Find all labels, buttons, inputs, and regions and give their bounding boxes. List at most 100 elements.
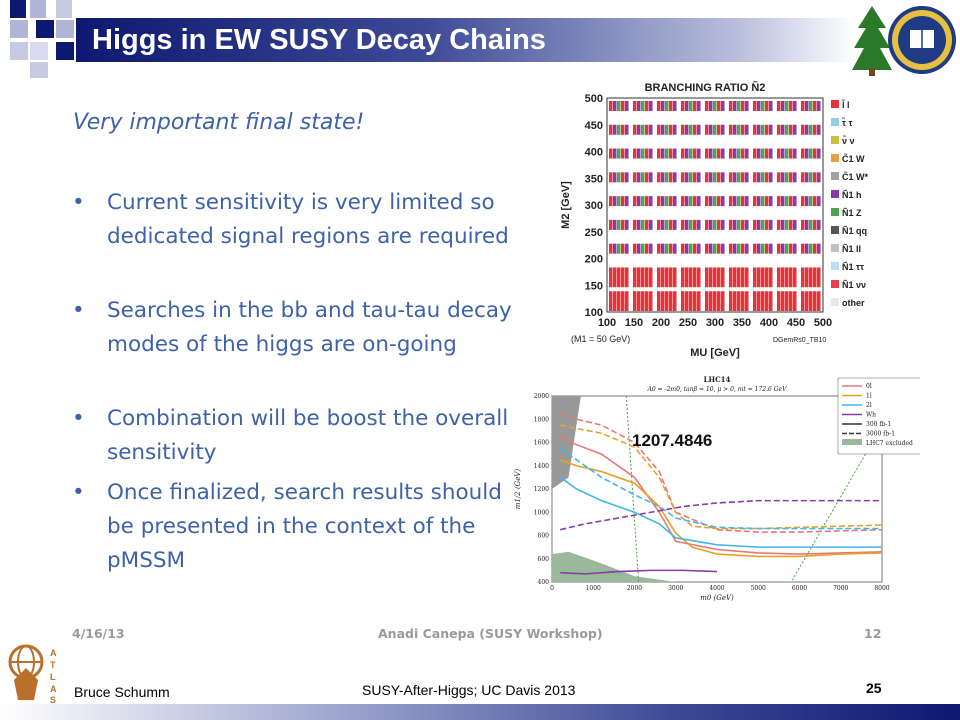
x-tick-label: 250	[679, 317, 697, 329]
heatmap-cell	[645, 219, 649, 230]
heatmap-cell	[621, 267, 625, 288]
bullet-item: • Current sensitivity is very limited so…	[72, 186, 512, 290]
heatmap-cell	[665, 243, 669, 254]
x-tick-label: 7000	[833, 585, 848, 592]
heatmap-cell	[805, 291, 809, 311]
heatmap-cell	[745, 124, 749, 135]
heatmap-cell	[641, 148, 645, 159]
heatmap-cell	[621, 243, 625, 254]
atlas-globe-icon	[8, 644, 44, 700]
heatmap-cell	[657, 267, 661, 288]
heatmap-cell	[645, 172, 649, 183]
heatmap-cell	[717, 291, 721, 311]
heatmap-cell	[717, 243, 721, 254]
heatmap-cell	[617, 291, 621, 311]
heatmap-cell	[765, 101, 769, 111]
heatmap-cell	[741, 291, 745, 311]
y-tick-label: 200	[585, 254, 603, 266]
heatmap-cell	[733, 124, 737, 135]
heatmap-cell	[617, 124, 621, 135]
footer-author: Bruce Schumm	[74, 684, 170, 700]
heatmap-cell	[805, 196, 809, 207]
heatmap-cell	[665, 172, 669, 183]
heatmap-cell	[729, 219, 733, 230]
heatmap-cell	[717, 196, 721, 207]
seal-icon	[888, 6, 956, 74]
heatmap-cell	[641, 196, 645, 207]
heatmap-cell	[665, 291, 669, 311]
heatmap-cell	[761, 267, 765, 288]
heatmap-cell	[613, 219, 617, 230]
bullet-icon: •	[72, 190, 85, 215]
legend-swatch	[831, 208, 839, 216]
heatmap-cell	[753, 196, 757, 207]
svg-text:A: A	[50, 648, 57, 658]
heatmap-cell	[769, 196, 773, 207]
heatmap-cell	[633, 124, 637, 135]
heatmap-cell	[633, 172, 637, 183]
heatmap-cell	[681, 124, 685, 135]
heatmap-cell	[621, 219, 625, 230]
heatmap-cell	[765, 124, 769, 135]
heatmap-cell	[669, 196, 673, 207]
heatmap-cell	[609, 267, 613, 288]
y-tick-label: 600	[538, 556, 550, 563]
heatmap-cell	[625, 243, 629, 254]
deco-square	[30, 62, 48, 78]
heatmap-cell	[717, 219, 721, 230]
series-line	[559, 459, 883, 558]
heatmap-cell	[673, 196, 677, 207]
inner-footer-center: Anadi Canepa (SUSY Workshop)	[378, 626, 603, 641]
heatmap-cell	[785, 219, 789, 230]
heatmap-cell	[621, 291, 625, 311]
heatmap-cell	[801, 243, 805, 254]
heatmap-cell	[673, 291, 677, 311]
heatmap-cell	[617, 172, 621, 183]
heatmap-cell	[645, 148, 649, 159]
heatmap-cell	[709, 101, 713, 111]
heatmap-cell	[809, 124, 813, 135]
heatmap-cell	[737, 196, 741, 207]
heatmap-cell	[637, 148, 641, 159]
deco-square	[10, 42, 28, 60]
heatmap-cell	[661, 101, 665, 111]
heatmap-cell	[781, 291, 785, 311]
heatmap-cell	[781, 243, 785, 254]
heatmap-cell	[657, 291, 661, 311]
heatmap-cell	[765, 148, 769, 159]
heatmap-cell	[813, 101, 817, 111]
heatmap-cell	[685, 291, 689, 311]
legend-swatch	[831, 280, 839, 288]
y-tick-label: 300	[585, 200, 603, 212]
heatmap-cell	[705, 124, 709, 135]
legend-swatch	[831, 100, 839, 108]
y-axis-label: m1/2 (GeV)	[514, 469, 522, 510]
heatmap-cell	[609, 291, 613, 311]
heatmap-cell	[641, 124, 645, 135]
heatmap-cell	[777, 124, 781, 135]
heatmap-cell	[817, 291, 821, 311]
heatmap-cell	[645, 196, 649, 207]
heatmap-cell	[729, 172, 733, 183]
heatmap-cell	[805, 219, 809, 230]
heatmap-cell	[713, 196, 717, 207]
heatmap-cell	[757, 148, 761, 159]
heatmap-cell	[761, 196, 765, 207]
deco-square	[56, 42, 74, 60]
heatmap-cell	[693, 124, 697, 135]
heatmap-cell	[649, 291, 653, 311]
heatmap-cell	[689, 124, 693, 135]
heatmap-cell	[625, 267, 629, 288]
legend-label: 1l	[866, 393, 872, 400]
heatmap-cell	[729, 196, 733, 207]
series-line	[560, 569, 718, 575]
heatmap-cell	[781, 267, 785, 288]
heatmap-cell	[801, 148, 805, 159]
heatmap-cell	[813, 267, 817, 288]
lhc14-reach-svg: LHC14 A0 = -2m0, tanβ = 10, μ > 0, mt = 1…	[514, 375, 933, 602]
heatmap-cell	[689, 148, 693, 159]
heatmap-cell	[737, 267, 741, 288]
heatmap-cell	[705, 291, 709, 311]
heatmap-cell	[761, 124, 765, 135]
legend-label: C̃1 W*	[842, 171, 869, 182]
